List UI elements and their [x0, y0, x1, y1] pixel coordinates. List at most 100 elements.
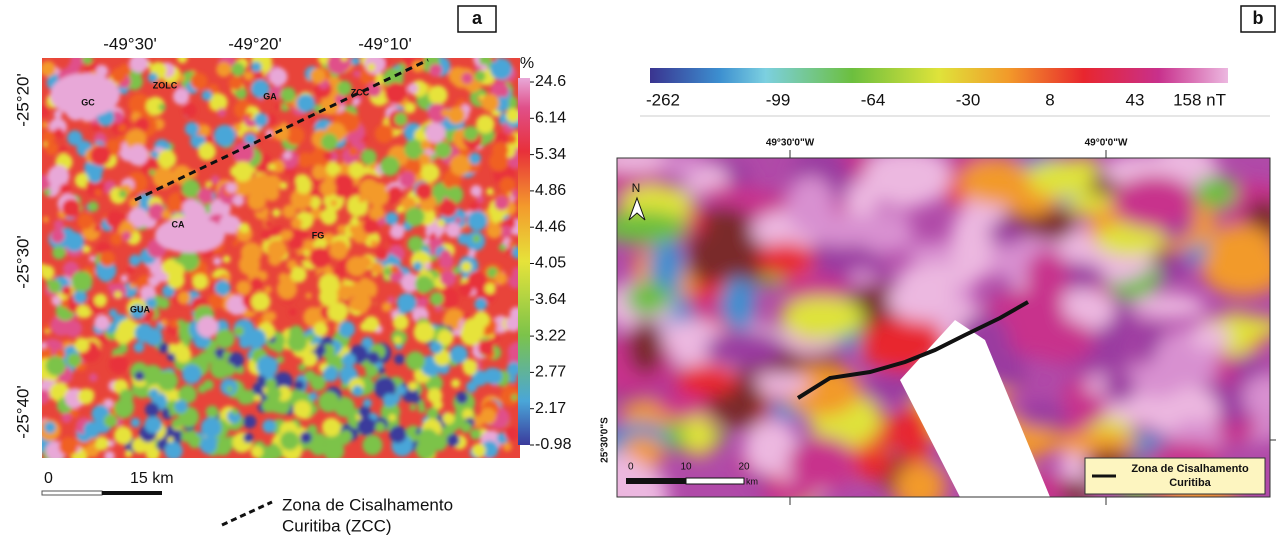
texture [437, 219, 445, 227]
texture [430, 342, 442, 354]
texture [470, 429, 481, 440]
map-label: CA [172, 219, 185, 229]
texture [371, 435, 380, 444]
texture [149, 169, 155, 175]
texture [59, 437, 78, 456]
texture [320, 180, 336, 196]
texture [206, 406, 219, 419]
texture [450, 186, 458, 194]
texture [481, 94, 499, 112]
texture [757, 242, 815, 277]
texture [159, 343, 169, 353]
texture [475, 298, 488, 311]
texture [215, 280, 231, 296]
texture [415, 183, 432, 200]
texture [173, 88, 189, 104]
texture [443, 173, 456, 186]
texture [470, 185, 482, 197]
texture [675, 364, 738, 397]
texture [241, 390, 255, 404]
texture [145, 403, 159, 417]
texture [267, 240, 287, 260]
texture [505, 427, 519, 441]
texture [236, 280, 251, 295]
texture [44, 421, 56, 433]
texture [51, 229, 65, 243]
texture [364, 362, 371, 369]
texture [226, 386, 232, 392]
texture [469, 153, 481, 165]
texture [406, 351, 425, 370]
texture [94, 315, 110, 331]
texture [394, 336, 402, 344]
scale-label: 0 [628, 462, 634, 473]
texture [119, 389, 133, 403]
texture [268, 163, 275, 170]
texture [264, 286, 272, 294]
texture [164, 442, 182, 460]
texture [458, 233, 470, 245]
texture [54, 128, 64, 138]
texture [467, 211, 487, 231]
texture [293, 400, 311, 418]
texture [353, 70, 360, 77]
texture [261, 230, 272, 241]
texture [290, 266, 306, 282]
texture [405, 207, 425, 227]
texture [197, 316, 218, 337]
texture [61, 413, 71, 423]
texture [318, 391, 339, 412]
texture [349, 147, 358, 156]
texture [1112, 176, 1197, 229]
texture [350, 217, 359, 226]
texture [332, 53, 351, 72]
texture [62, 199, 80, 217]
texture [511, 394, 518, 401]
texture [60, 183, 71, 194]
texture [158, 150, 177, 169]
texture [294, 229, 306, 241]
texture [233, 240, 239, 246]
texture [64, 320, 82, 338]
texture [277, 279, 297, 299]
texture [419, 153, 431, 165]
texture [959, 158, 1034, 204]
texture [118, 124, 126, 132]
colorbar-label: 3.64 [535, 291, 566, 308]
texture [83, 245, 91, 253]
texture [363, 218, 379, 234]
texture [135, 323, 154, 342]
texture [181, 433, 191, 443]
legend-line [222, 502, 272, 525]
texture [250, 277, 263, 290]
texture [451, 379, 460, 388]
texture [397, 293, 417, 313]
texture [223, 255, 231, 263]
colorbar-label: 4.86 [535, 182, 566, 199]
texture [309, 247, 330, 268]
texture [287, 332, 307, 352]
texture [210, 276, 217, 283]
texture [375, 124, 394, 143]
texture [430, 292, 444, 306]
texture [360, 322, 370, 332]
texture [425, 230, 431, 236]
texture [625, 282, 671, 316]
texture [339, 321, 355, 337]
map-label: ZOLC [153, 80, 178, 90]
texture [265, 220, 273, 228]
texture [462, 359, 477, 374]
legend-text: Zona de Cisalhamento [282, 495, 453, 514]
texture [705, 331, 785, 368]
colorbar-label: 158 nT [1173, 90, 1226, 109]
texture [394, 113, 407, 126]
colorbar-label: 4.46 [535, 218, 566, 235]
texture [177, 53, 187, 63]
texture [378, 367, 385, 374]
texture [389, 414, 396, 421]
texture [153, 167, 175, 189]
texture [358, 406, 370, 418]
texture [866, 169, 943, 195]
texture [214, 125, 236, 147]
texture [120, 275, 128, 283]
